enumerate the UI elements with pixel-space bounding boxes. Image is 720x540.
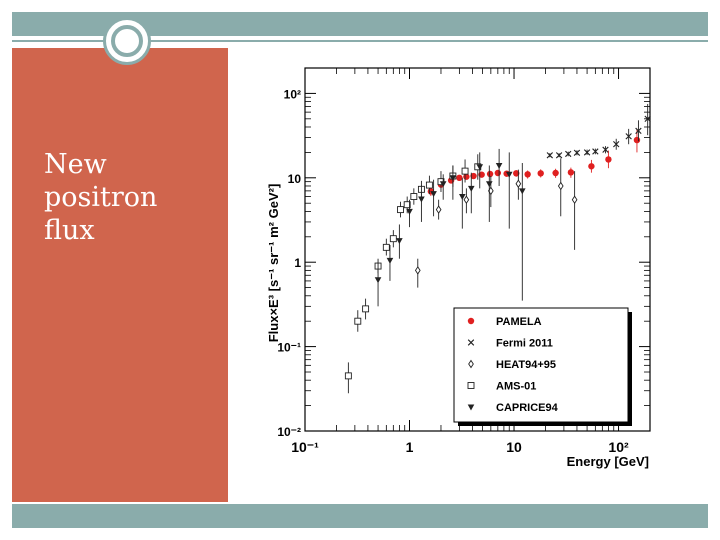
data-point: [555, 152, 563, 159]
data-point: [463, 195, 470, 205]
ring-ornament-icon: [103, 17, 151, 65]
y-tick-label: 10⁻¹: [277, 341, 301, 355]
data-point: [386, 257, 394, 264]
data-point: [461, 167, 469, 175]
legend-label: PAMELA: [496, 316, 542, 328]
data-point: [494, 169, 502, 177]
series-caprice94: [374, 148, 526, 307]
bottom-band: [12, 504, 708, 528]
legend-marker: [467, 382, 475, 389]
data-point: [403, 201, 411, 209]
legend-marker: [468, 359, 474, 369]
data-point: [565, 150, 572, 158]
data-point: [389, 235, 397, 243]
data-point: [439, 181, 447, 188]
series-fermi-2011: [546, 103, 651, 159]
data-point: [470, 172, 477, 180]
data-point: [410, 193, 418, 200]
data-point: [633, 136, 641, 144]
data-point: [425, 181, 433, 189]
legend-marker: [467, 339, 475, 346]
x-tick-label: 10: [506, 439, 522, 455]
legend-label: Fermi 2011: [496, 338, 553, 350]
data-point: [567, 169, 575, 176]
data-point: [486, 181, 493, 188]
axis-ticks: [304, 67, 651, 432]
data-point: [583, 149, 591, 156]
data-point: [430, 191, 437, 198]
x-tick-label: 10²: [608, 439, 629, 455]
legend: PAMELA Fermi 2011 HEAT94+95 AMS-01 CAPRICE94: [453, 307, 632, 426]
ring-ornament-inner: [111, 25, 143, 57]
data-point: [396, 238, 403, 245]
data-point: [552, 169, 559, 177]
data-point: [524, 171, 531, 178]
data-point: [449, 175, 457, 182]
slide-title: New positron flux: [44, 149, 158, 246]
legend-label: AMS-01: [496, 381, 536, 393]
x-tick-label: 1: [406, 439, 414, 455]
data-point: [592, 148, 599, 155]
y-axis-label: Flux×E³ [s⁻¹ sr⁻¹ m² GeV²]: [266, 184, 281, 343]
data-point: [486, 170, 494, 178]
plot-frame: 10⁻¹ 1 10 10² 10⁻² 10⁻¹ 1 10 10² Energy [GeV] Fl…: [228, 48, 708, 502]
y-tick-label: 10: [288, 172, 302, 186]
data-point: [456, 174, 463, 182]
legend-marker: [467, 317, 475, 325]
data-point: [406, 208, 413, 215]
data-point: [382, 243, 390, 251]
data-point: [602, 146, 609, 153]
data-point: [613, 141, 620, 148]
series-layer: [344, 103, 651, 394]
y-tick-label: 10²: [284, 87, 301, 101]
data-point: [435, 205, 442, 214]
legend-marker: [467, 404, 475, 411]
data-point: [414, 266, 421, 275]
title-panel: New positron flux: [12, 48, 228, 502]
legend-label: HEAT94+95: [496, 359, 556, 371]
data-point: [397, 206, 404, 214]
data-point: [588, 163, 595, 170]
data-point: [573, 149, 581, 156]
data-point: [362, 305, 370, 313]
data-point: [625, 133, 632, 140]
data-point: [605, 156, 612, 163]
data-point: [344, 372, 352, 380]
legend-box: [453, 307, 629, 423]
data-point: [459, 194, 466, 201]
data-point: [418, 196, 425, 203]
legend-label: CAPRICE94: [496, 402, 559, 414]
x-tick-label: 10⁻¹: [291, 439, 319, 455]
data-point: [513, 170, 520, 177]
x-axis-label: Energy [GeV]: [567, 454, 649, 469]
data-point: [467, 185, 475, 192]
data-point: [495, 162, 503, 169]
data-point: [505, 171, 513, 178]
data-point: [644, 115, 651, 123]
data-point: [519, 188, 526, 195]
data-point: [515, 179, 522, 189]
data-point: [571, 195, 578, 205]
data-point: [537, 170, 544, 177]
data-point: [476, 164, 484, 171]
y-tick-label: 1: [294, 256, 301, 270]
data-point: [557, 181, 564, 191]
data-point: [635, 127, 642, 135]
top-divider: [12, 40, 708, 42]
y-tick-label: 10⁻²: [277, 425, 301, 439]
data-point: [546, 152, 554, 159]
data-point: [354, 317, 362, 325]
data-point: [374, 277, 382, 284]
